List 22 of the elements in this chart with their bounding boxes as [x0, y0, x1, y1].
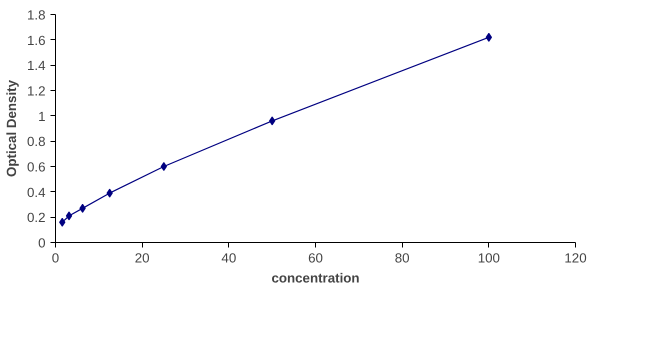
x-tick-label: 0 [52, 250, 60, 266]
point [160, 162, 167, 171]
x-tick-label: 80 [394, 250, 410, 266]
y-tick-label: 1.8 [26, 8, 46, 22]
x-tick-label: 60 [308, 250, 323, 266]
x-axis-title: concentration [271, 270, 360, 286]
point [79, 204, 86, 213]
y-tick-label: 0.4 [26, 184, 46, 200]
x-tick-label: 20 [134, 250, 150, 266]
point [66, 211, 72, 220]
x-tick-label: 100 [478, 250, 500, 266]
x-tick-label: 40 [221, 250, 236, 266]
y-axis-title: Optical Density [4, 79, 19, 178]
y-tick-label: 0 [38, 236, 46, 250]
y-tick-label: 0.8 [26, 134, 46, 150]
y-tick-label: 1 [38, 108, 46, 124]
y-tick-label: 0.2 [26, 210, 46, 226]
y-tick-label: 1.2 [26, 84, 46, 98]
x-tick-label: 120 [564, 250, 587, 266]
y-tick-label: 1.6 [26, 32, 46, 48]
y-tick-label: 0.6 [26, 160, 46, 174]
y-tick-label: 1.4 [26, 58, 46, 74]
